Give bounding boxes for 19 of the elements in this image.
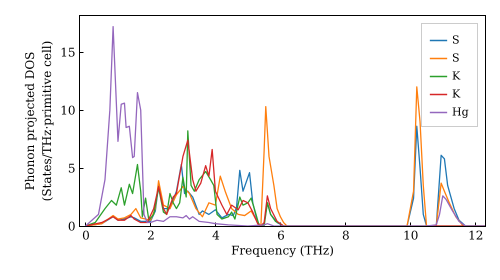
x-tick-label: 12 — [468, 228, 484, 242]
x-tick-label: 6 — [277, 228, 285, 242]
legend-label: K — [452, 70, 461, 82]
y-tick-label: 5 — [68, 162, 76, 176]
y-tick-label: 0 — [68, 220, 76, 234]
legend-label: S — [452, 34, 460, 46]
x-tick-label: 2 — [147, 228, 155, 242]
legend-label: S — [452, 52, 460, 64]
x-tick-label: 10 — [403, 228, 418, 242]
x-tick-label: 4 — [212, 228, 220, 242]
legend-label: Hg — [452, 106, 469, 118]
line-series — [84, 26, 485, 226]
y-axis-title: Phonon projected DOS (States/THz·primitive cell) — [23, 40, 54, 202]
y-tick-label: 15 — [60, 46, 76, 60]
x-tick-label: 8 — [342, 228, 350, 242]
y-tick-label: 10 — [60, 104, 76, 118]
legend-label: K — [452, 88, 461, 100]
x-axis-title: Frequency (THz) — [231, 244, 334, 258]
x-tick-label: 0 — [82, 228, 90, 242]
